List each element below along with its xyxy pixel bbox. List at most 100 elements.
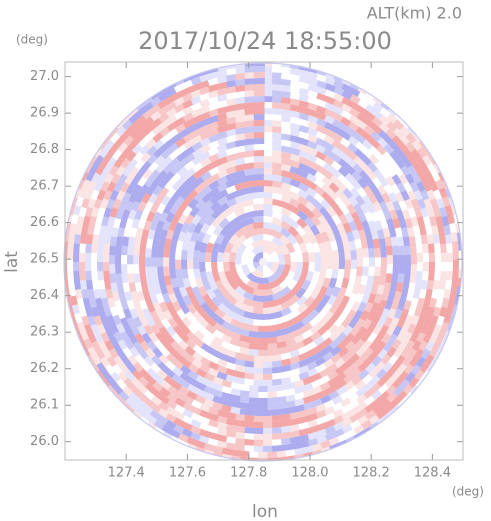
radar-cell (322, 169, 335, 181)
radar-cell (275, 264, 285, 277)
radar-cell (313, 177, 326, 189)
radar-cell (445, 271, 453, 283)
radar-cell (102, 321, 113, 335)
radar-cell (217, 130, 229, 140)
radar-cell (220, 333, 233, 344)
radar-cell (181, 268, 189, 279)
radar-cell (296, 303, 309, 315)
radar-cell (272, 78, 284, 86)
radar-cell (211, 335, 224, 347)
radar-cell (325, 363, 338, 375)
radar-cell (242, 444, 254, 452)
radar-cell (208, 127, 221, 137)
radar-cell (360, 275, 368, 287)
radar-cell (175, 294, 186, 307)
radar-cell (275, 402, 287, 410)
radar-cell (407, 127, 417, 138)
radar-cell (275, 347, 287, 355)
radar-cell (93, 313, 103, 326)
radar-cell (238, 408, 250, 416)
radar-cell (295, 262, 303, 273)
radar-cell (225, 184, 238, 195)
radar-cell (356, 257, 363, 268)
radar-cell (263, 131, 274, 139)
radar-cell (80, 313, 90, 326)
radar-cell (234, 207, 246, 217)
radar-cell (297, 358, 310, 368)
radar-cell (266, 385, 278, 392)
radar-cell (322, 222, 333, 235)
radar-cell (263, 90, 274, 97)
radar-cell (229, 394, 241, 403)
radar-cell (301, 322, 313, 333)
radar-cell (296, 295, 308, 307)
radar-cell (317, 214, 329, 227)
radar-rim (63, 62, 463, 462)
radar-cell (263, 144, 274, 151)
radar-cell (272, 168, 284, 176)
radar-cell (233, 313, 246, 323)
radar-cell (154, 193, 165, 206)
radar-cell (198, 362, 211, 374)
radar-cell (279, 419, 291, 428)
radar-cell (399, 291, 408, 303)
radar-cell (86, 313, 97, 326)
radar-cell (289, 153, 302, 163)
radar-cell (234, 157, 247, 166)
radar-cell (316, 317, 328, 329)
radar-cell (216, 182, 229, 193)
radar-cell (217, 251, 225, 262)
radar-cell (169, 308, 180, 321)
radar-cell (270, 262, 279, 274)
radar-cell (281, 145, 293, 154)
radar-cell (199, 130, 212, 141)
radar-cell (193, 249, 201, 260)
radar-cell (243, 210, 255, 220)
radar-cell (92, 232, 100, 245)
radar-cell (244, 96, 256, 103)
radar-cell (271, 284, 283, 295)
radar-cell (281, 78, 293, 87)
radar-cell (229, 318, 242, 328)
radar-cell (144, 256, 152, 267)
radar-cell (190, 101, 204, 112)
radar-cell (265, 451, 277, 458)
radar-cell (73, 232, 82, 244)
radar-cell (193, 301, 204, 314)
radar-cell (199, 342, 212, 353)
radar-cell (284, 344, 297, 354)
radar-cell (238, 334, 250, 343)
radar-cell (373, 97, 384, 107)
radar-cell (326, 377, 339, 388)
radar-cell (145, 246, 152, 258)
radar-cell (416, 262, 423, 273)
radar-cell (307, 309, 320, 321)
radar-cell (335, 439, 347, 447)
radar-cell (335, 303, 346, 316)
radar-cell (271, 360, 282, 368)
radar-cell (396, 236, 405, 248)
radar-cell (175, 249, 182, 260)
radar-cell (253, 131, 265, 139)
radar-cell (99, 313, 109, 326)
radar-cell (242, 378, 254, 386)
radar-cell (327, 198, 339, 210)
radar-cell (244, 144, 256, 152)
radar-cell (339, 204, 351, 216)
radar-cell (165, 283, 175, 295)
radar-cell (298, 124, 311, 134)
radar-cell (318, 440, 331, 450)
radar-cell (313, 335, 325, 347)
radar-cell (322, 358, 335, 370)
radar-cell (280, 163, 293, 173)
radar-cell (188, 294, 199, 306)
radar-cell (170, 332, 183, 344)
radar-cell (128, 280, 137, 293)
radar-cell (425, 362, 434, 374)
radar-cell (217, 99, 229, 109)
radar-cell (314, 164, 327, 175)
radar-cell (343, 180, 356, 192)
radar-cell (266, 336, 278, 344)
radar-cell (229, 400, 241, 409)
radar-cell (206, 418, 219, 428)
